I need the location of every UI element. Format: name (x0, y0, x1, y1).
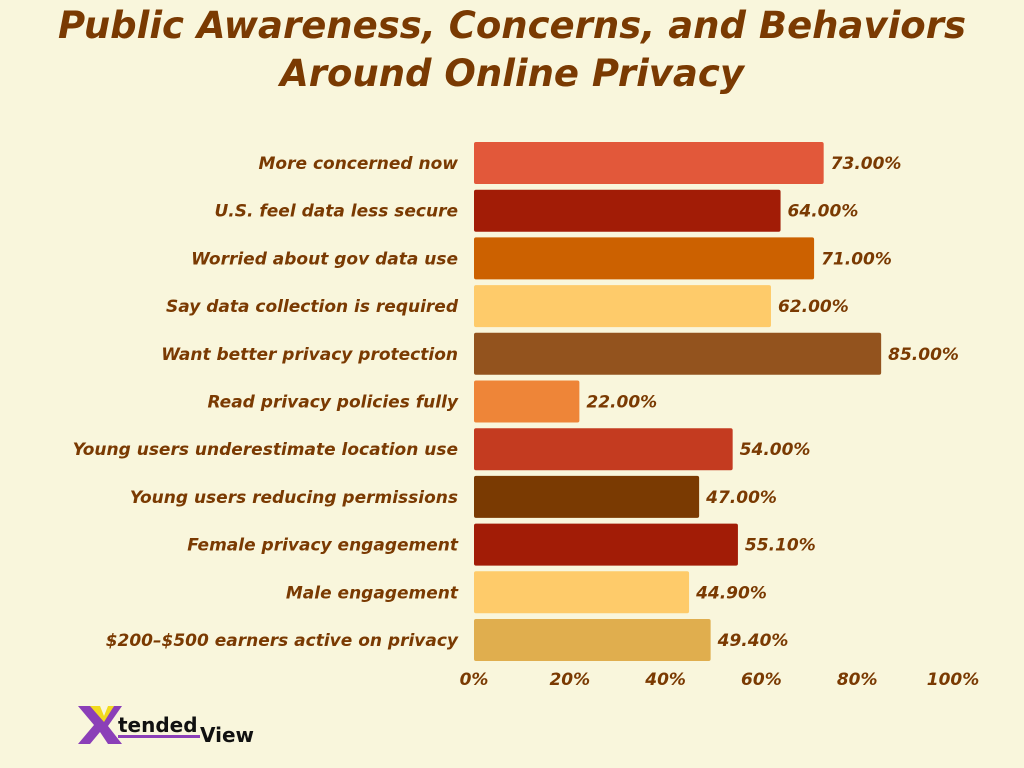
x-tick-label: 100% (927, 670, 980, 690)
category-label: Male engagement (286, 583, 459, 603)
x-tick-label: 60% (741, 670, 782, 690)
category-label: Worried about gov data use (191, 249, 458, 269)
data-label: 47.00% (705, 488, 777, 508)
bar (474, 571, 690, 614)
data-label: 54.00% (740, 440, 811, 460)
x-tick-label: 20% (549, 670, 590, 690)
category-label: More concerned now (259, 154, 459, 174)
category-label: Young users underestimate location use (73, 440, 458, 460)
bar (474, 332, 882, 375)
bar (474, 189, 781, 232)
category-label: Young users reducing permissions (130, 488, 458, 508)
bar (474, 428, 733, 471)
bar (474, 142, 824, 184)
data-label: 55.10% (745, 536, 816, 556)
chart-title: Public Awareness, Concerns, and Behavior… (58, 4, 966, 95)
svg-text:View: View (200, 723, 254, 746)
data-label: 22.00% (586, 393, 657, 413)
data-label: 44.90% (695, 583, 767, 603)
data-label: 49.40% (717, 631, 789, 651)
data-label: 73.00% (831, 154, 902, 174)
category-label: Female privacy engagement (187, 536, 459, 556)
data-label: 71.00% (821, 249, 892, 269)
xtendedview-logo: tended View (78, 706, 254, 746)
bar (474, 237, 815, 280)
x-tick-label: 40% (644, 670, 686, 690)
x-tick-label: 0% (460, 670, 489, 690)
svg-text:tended: tended (118, 713, 198, 737)
data-label: 64.00% (788, 202, 859, 222)
data-label: 62.00% (778, 297, 849, 317)
category-label: Want better privacy protection (161, 345, 458, 365)
category-label: Read privacy policies fully (207, 393, 458, 413)
bar (474, 619, 711, 661)
category-label: U.S. feel data less secure (215, 202, 459, 222)
bar (474, 285, 771, 328)
bar (474, 380, 580, 423)
data-label: 85.00% (888, 345, 959, 365)
category-label: Say data collection is required (166, 297, 459, 317)
x-tick-label: 80% (837, 670, 878, 690)
category-label: $200–$500 earners active on privacy (106, 631, 459, 651)
bar (474, 523, 738, 566)
bar (474, 475, 700, 518)
